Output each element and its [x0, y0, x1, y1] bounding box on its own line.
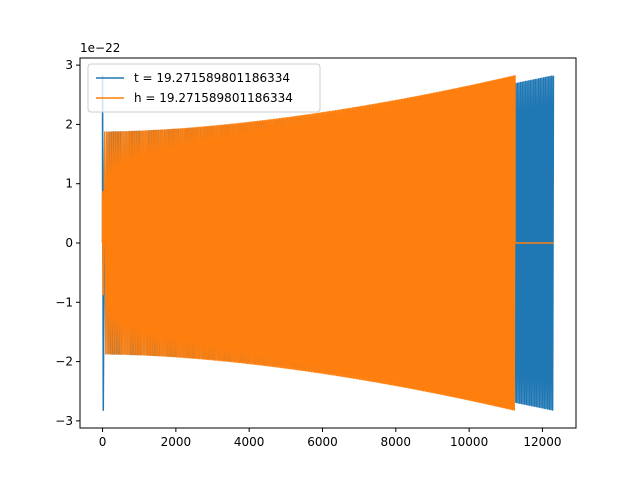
x-tick-label: 6000: [307, 435, 338, 449]
y-tick-label: 0: [65, 236, 73, 250]
legend-box: [87, 63, 321, 113]
legend-label-2: h = 19.271589801186334: [134, 91, 293, 105]
x-tick-label: 0: [99, 435, 107, 449]
x-tick-label: 12000: [523, 435, 561, 449]
y-tick-label: 2: [65, 117, 73, 131]
y-scale-label: 1e−22: [80, 41, 120, 55]
legend: t = 19.271589801186334 h = 19.27158980118…: [87, 63, 321, 113]
y-tick-label: 1: [65, 177, 73, 191]
x-axis: 0 2000 4000 6000 8000 10000 12000: [99, 428, 562, 449]
y-tick-label: −1: [55, 295, 73, 309]
legend-label-1: t = 19.271589801186334: [134, 71, 290, 85]
plot-area: [101, 75, 555, 411]
y-tick-label: 3: [65, 58, 73, 72]
x-tick-label: 8000: [381, 435, 412, 449]
y-axis: −3 −2 −1 0 1 2 3: [55, 58, 80, 428]
x-tick-label: 2000: [161, 435, 192, 449]
y-tick-label: −3: [55, 414, 73, 428]
series-line-2: [101, 75, 554, 411]
y-tick-label: −2: [55, 355, 73, 369]
x-tick-label: 10000: [450, 435, 488, 449]
x-tick-label: 4000: [234, 435, 265, 449]
